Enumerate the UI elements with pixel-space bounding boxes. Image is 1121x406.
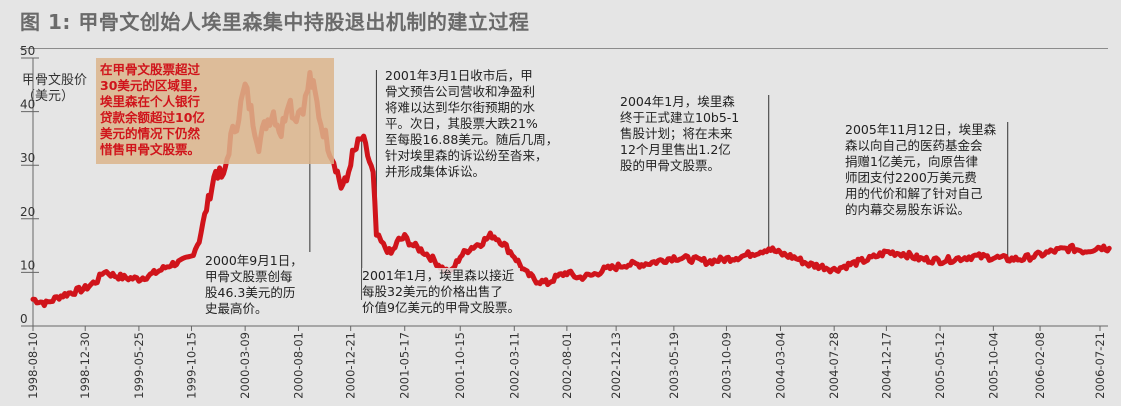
annotation-earnings-warning: 2001年3月1日收市后，甲 骨文预告公司营收和净盈利 将难以达到华尔街预期的水… (385, 68, 559, 180)
y-tick-label: 0 (20, 312, 28, 326)
x-tick-label: 2006-02-08 (1033, 332, 1047, 399)
annotation-settlement: 2005年11月12日，埃里森 森以向自己的医药基金会 捐赠1亿美元，向原告律 … (845, 122, 997, 218)
price-series-line (30, 70, 1112, 309)
y-tick-label: 10 (20, 258, 35, 272)
x-tick-label: 2004-03-04 (773, 332, 787, 399)
x-tick-label: 2001-10-15 (453, 332, 467, 399)
x-tick-label: 2006-07-21 (1093, 332, 1107, 399)
annotation-ellison-sale: 2001年1月，埃里森以接近 每股32美元的价格出售了 价值9亿美元的甲骨文股票… (362, 268, 520, 316)
x-tick-label: 2003-05-19 (667, 332, 681, 399)
y-axis-label: 甲骨文股价 （美元） (22, 73, 88, 104)
x-tick-label: 2004-12-17 (879, 332, 893, 399)
x-tick-label: 2005-10-04 (986, 332, 1000, 399)
chart-title: 图 1: 甲骨文创始人埃里森集中持股退出机制的建立过程 (20, 10, 530, 34)
annotation-peak-price: 2000年9月1日， 甲骨文股票创每 股46.3美元的历 史最高价。 (205, 253, 303, 317)
annotation-10b5-1-plan: 2004年1月，埃里森 终于正式建立10b5-1 售股计划；将在未来 12个月里… (620, 94, 740, 174)
y-tick-label: 40 (20, 98, 35, 112)
x-tick-label: 2003-10-09 (719, 332, 733, 399)
x-tick-label: 2004-07-28 (827, 332, 841, 399)
y-tick-label: 50 (20, 44, 35, 58)
x-tick-label: 2002-12-13 (609, 332, 623, 399)
x-tick-label: 2000-08-01 (291, 332, 305, 399)
y-tick-label: 30 (20, 151, 35, 165)
x-tick-label: 1998-12-30 (78, 332, 92, 399)
x-tick-label: 2002-08-01 (560, 332, 574, 399)
x-tick-label: 2005-05-12 (933, 332, 947, 399)
x-tick-label: 1999-05-25 (132, 332, 146, 399)
x-tick-label: 1999-10-15 (184, 332, 198, 399)
y-tick-label: 20 (20, 205, 35, 219)
x-tick-label: 2000-12-21 (344, 332, 358, 399)
x-tick-label: 2001-05-17 (398, 332, 412, 399)
annotation-holding-zone: 在甲骨文股票超过 30美元的区域里， 埃里森在个人银行 贷款余额超过10亿 美元… (100, 62, 205, 157)
x-tick-label: 1998-08-10 (26, 332, 40, 399)
x-tick-label: 2002-03-11 (507, 332, 521, 399)
x-tick-label: 2000-03-09 (238, 332, 252, 399)
title-divider (20, 48, 1108, 49)
highlight-zone (96, 58, 334, 164)
